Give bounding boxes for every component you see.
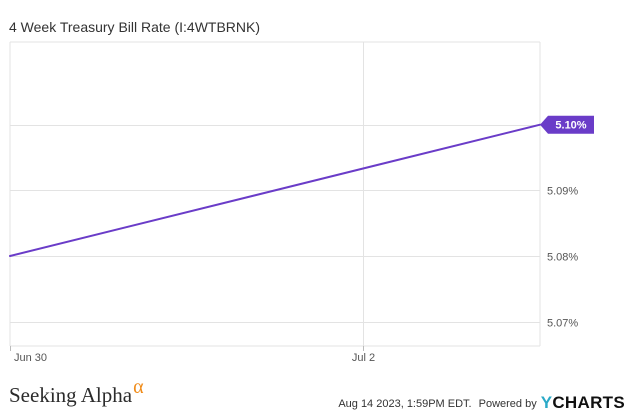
ycharts-y-mark: Y: [540, 393, 553, 412]
y-tick-label: 5.07%: [547, 318, 578, 330]
x-tick-label: Jun 30: [14, 352, 47, 364]
y-tick-label: 5.09%: [547, 186, 578, 198]
series-layer: [9, 123, 541, 257]
brand-name: Seeking Alpha: [9, 383, 133, 407]
badge-value: 5.10%: [555, 120, 586, 132]
ycharts-wordmark: CHARTS: [552, 393, 625, 412]
chart-title: 4 Week Treasury Bill Rate (I:4WTBRNK): [9, 19, 261, 35]
alpha-icon: α: [133, 376, 144, 398]
ycharts-logo[interactable]: YCHARTS: [541, 393, 625, 413]
chart-footer: Aug 14 2023, 1:59PM EDT. Powered by YCHA…: [338, 393, 625, 414]
badge-shape: [540, 115, 594, 134]
series-line: [9, 123, 541, 257]
grid-layer: [9, 41, 541, 347]
seeking-alpha-logo: Seeking Alphaα: [9, 376, 144, 408]
x-axis-ticks: Jun 30 Jul 2: [10, 346, 375, 364]
powered-by-label: Powered by: [478, 398, 537, 410]
last-value-badge: 5.10%: [540, 115, 594, 134]
x-tick-label: Jul 2: [352, 352, 375, 364]
timestamp: Aug 14 2023, 1:59PM EDT.: [338, 398, 472, 410]
y-tick-label: 5.08%: [547, 252, 578, 264]
y-axis-ticks: 5.10%5.09%5.08%5.07%: [547, 121, 578, 330]
